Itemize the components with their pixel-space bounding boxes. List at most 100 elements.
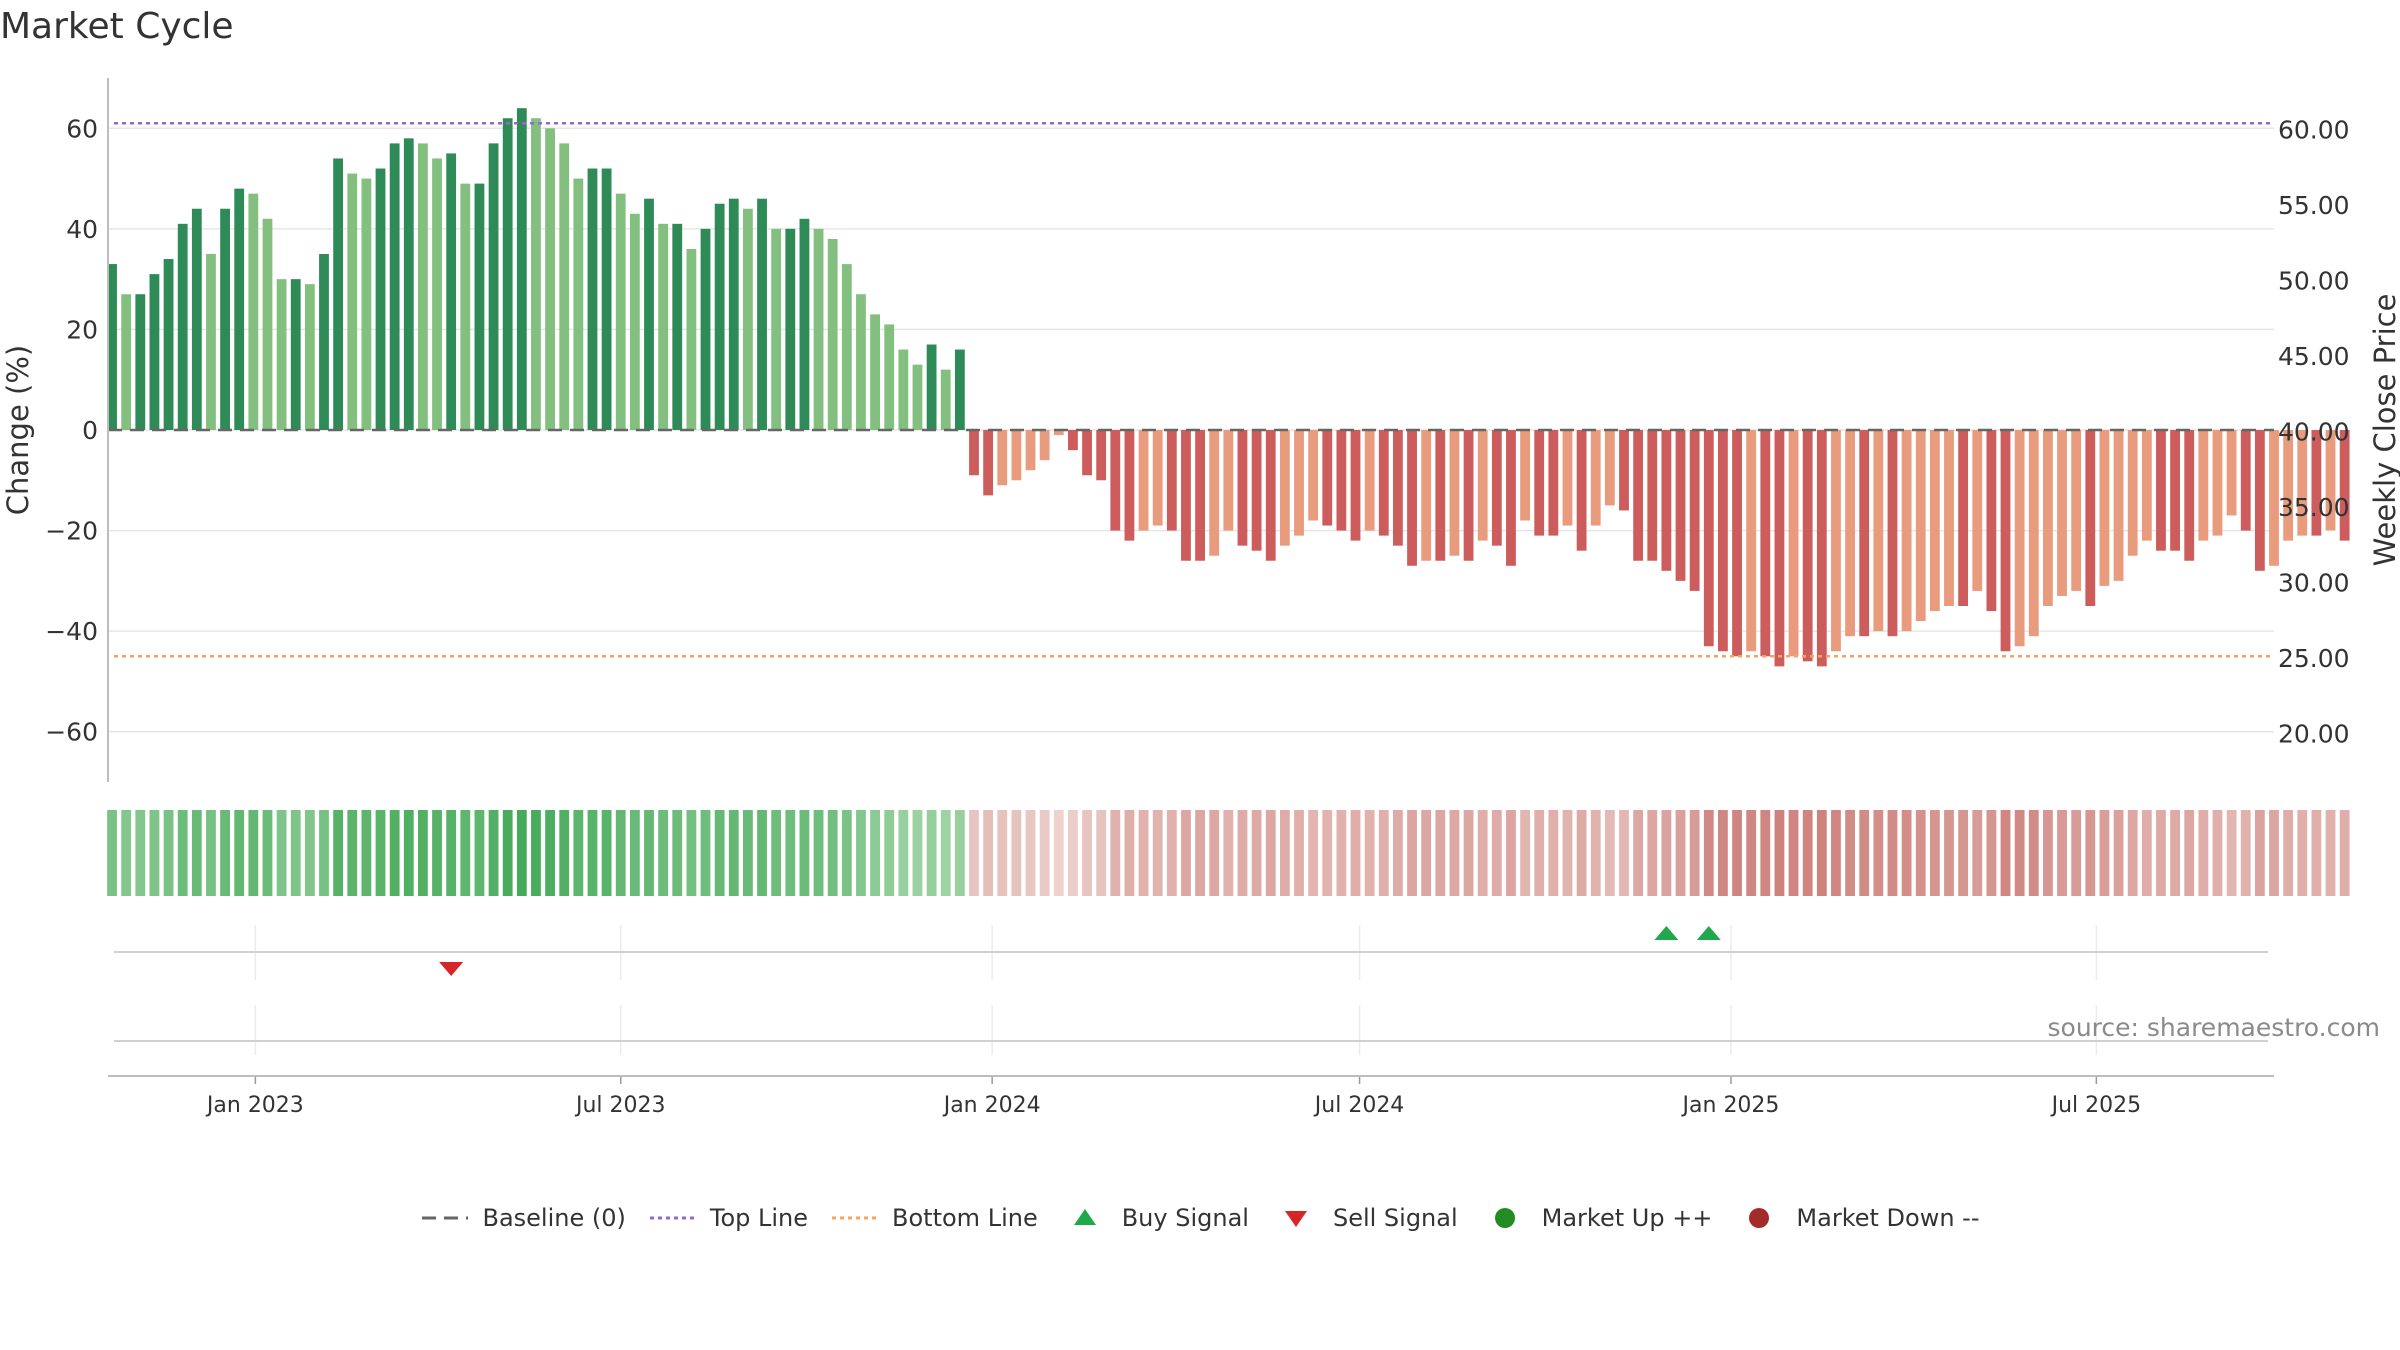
heat-cell (1703, 810, 1714, 896)
y2-tick-label: 20.00 (2278, 720, 2350, 749)
heat-cell (2269, 810, 2279, 896)
bar-layer (107, 108, 2350, 667)
bar (1958, 430, 1969, 606)
heat-cell (1110, 810, 1121, 896)
heat-cell (1251, 810, 1262, 896)
heat-cell (1011, 810, 1022, 896)
bar (1718, 430, 1728, 652)
y2-tick-label: 25.00 (2278, 644, 2350, 673)
legend-market-down[interactable]: Market Down -- (1734, 1204, 1980, 1232)
bar (1647, 430, 1658, 561)
bar (2184, 430, 2195, 561)
bar (1378, 430, 1389, 536)
bar (785, 228, 796, 430)
legend-market-down-label: Market Down -- (1796, 1204, 1980, 1232)
bar (1703, 430, 1714, 647)
heat-cell (2226, 810, 2237, 896)
heat-cell (856, 810, 866, 896)
legend-top-line[interactable]: Top Line (648, 1204, 808, 1232)
heat-cell (658, 810, 669, 896)
bar (1223, 430, 1234, 531)
bar (1477, 430, 1488, 541)
buy-signal-marker (1696, 926, 1721, 940)
y2-tick-label: 45.00 (2278, 342, 2350, 371)
heat-cell (1435, 810, 1446, 896)
heat-cell (177, 810, 188, 896)
heat-cell (1718, 810, 1728, 896)
heat-cell (1816, 810, 1827, 896)
bar (573, 178, 584, 430)
heat-cell (2156, 810, 2166, 896)
bar (2113, 430, 2124, 581)
bar (446, 153, 457, 430)
bar (149, 274, 160, 430)
bar (997, 430, 1008, 486)
y2-tick-label: 35.00 (2278, 493, 2350, 522)
bar (1463, 430, 1474, 561)
heat-cell (1929, 810, 1940, 896)
legend-baseline[interactable]: Baseline (0) (420, 1204, 626, 1232)
bar (1124, 430, 1135, 541)
bar (1760, 430, 1771, 657)
legend-sell-signal[interactable]: Sell Signal (1271, 1204, 1458, 1232)
bar (1350, 430, 1361, 541)
legend-market-up[interactable]: Market Up ++ (1480, 1204, 1712, 1232)
heat-cell (1209, 810, 1220, 896)
heat-cell (163, 810, 174, 896)
bar (757, 198, 767, 430)
heat-cell (2339, 810, 2350, 896)
legend-buy-signal-label: Buy Signal (1121, 1204, 1249, 1232)
y-tick-label: 20 (66, 315, 98, 344)
heat-cell (1915, 810, 1926, 896)
reference-lines (108, 122, 2274, 658)
heat-cell (347, 810, 358, 896)
x-axis: Jan 2023 Jul 2023 Jan 2024 Jul 2024 Jan 2025… (108, 1075, 2274, 1118)
bar (1053, 430, 1064, 436)
heat-cell (2099, 810, 2110, 896)
bar (559, 143, 570, 430)
y2-axis-title: Weekly Close Price (2368, 294, 2400, 567)
heat-cell (1831, 810, 1841, 896)
bar (1520, 430, 1530, 521)
heat-cell (841, 810, 852, 896)
bar (121, 294, 132, 430)
bar (856, 294, 866, 430)
heat-cell (1308, 810, 1319, 896)
bar (1407, 430, 1417, 566)
y-tick-label: −40 (45, 617, 98, 646)
top-line-swatch-icon (649, 1216, 696, 1220)
axis-layer: 60 40 20 0 −20 −40 −60 60.00 55.00 50.00 45.00 40.0… (1, 78, 2400, 782)
legend-bottom-line[interactable]: Bottom Line (830, 1204, 1038, 1232)
legend-buy-signal[interactable]: Buy Signal (1060, 1204, 1249, 1232)
heat-cell (1096, 810, 1107, 896)
bar (1972, 430, 1983, 591)
bar (1831, 430, 1841, 652)
bottom-line-swatch-icon (832, 1216, 879, 1220)
heat-cell (1279, 810, 1290, 896)
bar (1675, 430, 1686, 581)
heat-cell (2085, 810, 2096, 896)
heat-cell (714, 810, 725, 896)
heat-cell (1562, 810, 1573, 896)
buy-signal-triangle-icon (1073, 1209, 1096, 1225)
heat-cell (615, 810, 626, 896)
bar (107, 264, 117, 430)
bar (1859, 430, 1870, 637)
bar (1689, 430, 1700, 591)
heat-cell (1195, 810, 1205, 896)
bar (841, 264, 852, 430)
heat-cell (1675, 810, 1686, 896)
heat-cell (884, 810, 895, 896)
heat-cell (516, 810, 527, 896)
heat-cell (375, 810, 386, 896)
heat-cell (333, 810, 344, 896)
bar (1986, 430, 1997, 612)
bar (2000, 430, 2011, 652)
bar (1732, 430, 1742, 657)
bar (799, 218, 810, 430)
heat-cell (1237, 810, 1248, 896)
bar (276, 279, 287, 430)
bar (1279, 430, 1290, 546)
heat-cell (559, 810, 570, 896)
bar (1929, 430, 1940, 612)
